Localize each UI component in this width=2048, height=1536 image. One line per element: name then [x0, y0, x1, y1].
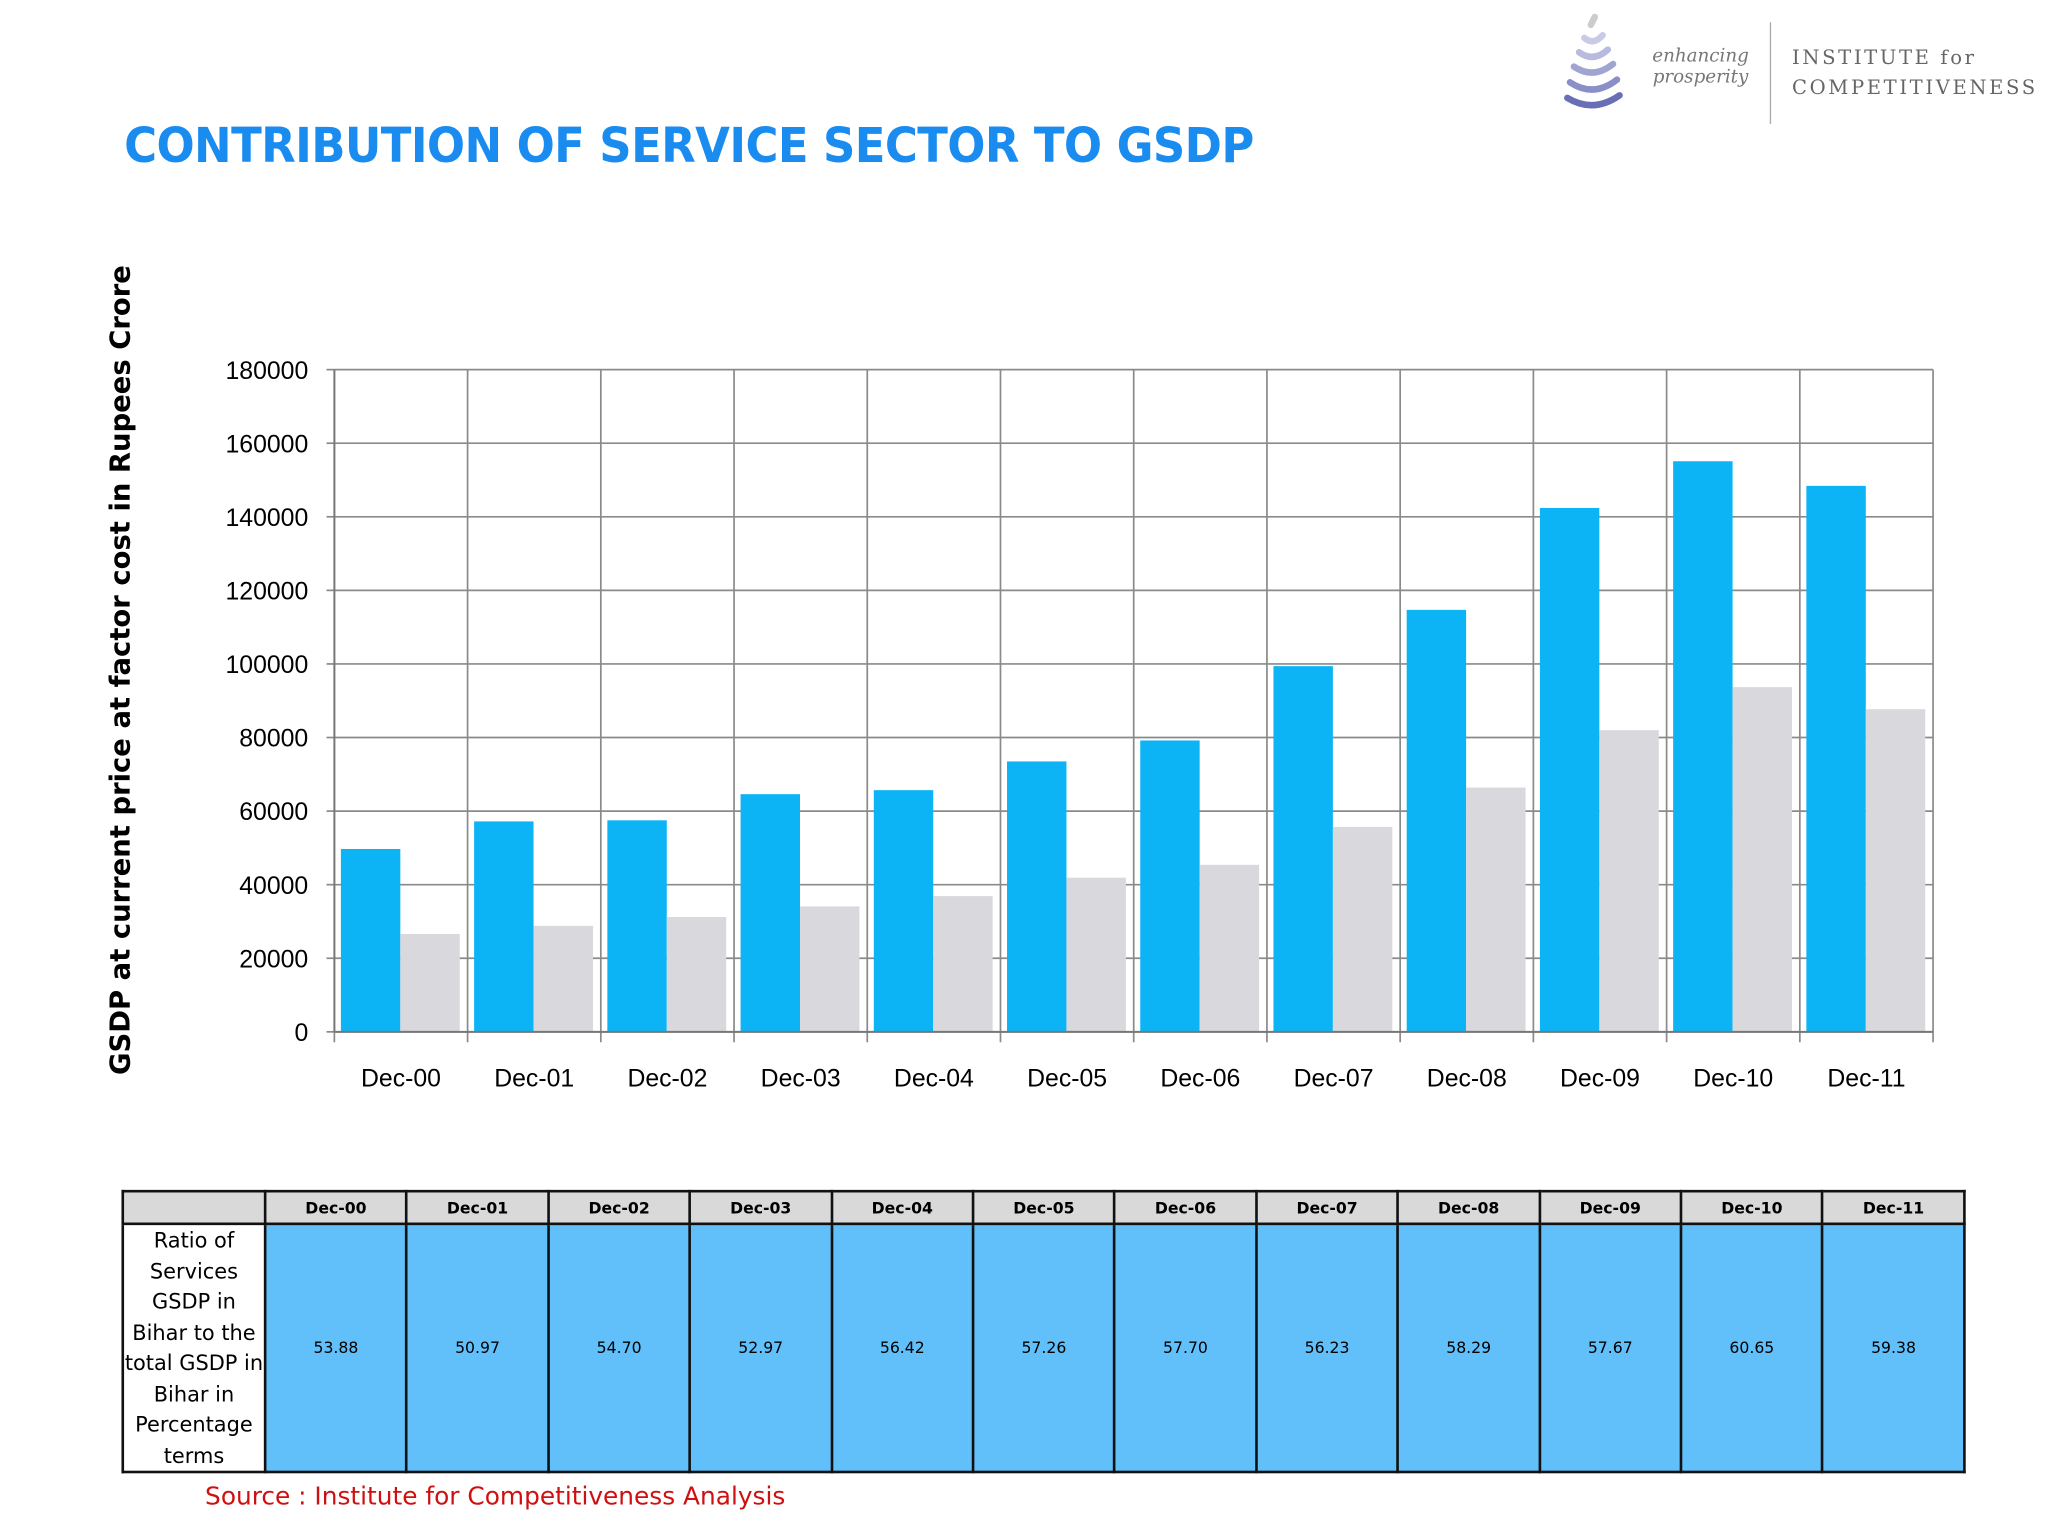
bar-total-Dec-04: [873, 790, 934, 1032]
ratio-cell: 57.26: [971, 1222, 1117, 1474]
ratio-cell: 56.42: [830, 1222, 975, 1474]
x-tick-label: Dec-04: [894, 1066, 974, 1093]
column-header: Dec-05: [971, 1189, 1117, 1226]
bar-services-Dec-08: [1466, 787, 1526, 1032]
ratio-cell: 59.38: [1821, 1222, 1966, 1474]
y-tick-label: 60000: [239, 799, 308, 826]
row-label-line: Percentage: [135, 1411, 253, 1437]
bar-services-Dec-09: [1599, 730, 1659, 1032]
row-label-line: terms: [163, 1442, 225, 1468]
row-label-line: GSDP in: [152, 1289, 236, 1314]
ratio-cell: 60.65: [1679, 1222, 1824, 1474]
bar-total-Dec-10: [1673, 461, 1733, 1032]
column-header: Dec-00: [263, 1189, 409, 1226]
bar-total-Dec-11: [1806, 485, 1866, 1032]
row-label-line: Bihar to the: [132, 1319, 256, 1345]
ratio-cell: 57.70: [1113, 1222, 1258, 1474]
y-tick-label: 140000: [225, 505, 308, 532]
column-header: Dec-06: [1113, 1189, 1258, 1226]
ratio-cell: 53.88: [263, 1222, 409, 1474]
bar-services-Dec-02: [666, 917, 727, 1032]
logo-tagline: enhancing prosperity: [1652, 45, 1749, 88]
ratio-table: Dec-00 Dec-01 Dec-02 Dec-03 Dec-04 Dec-05 Dec-…: [121, 1189, 1966, 1474]
bar-total-Dec-06: [1140, 740, 1200, 1032]
bar-services-Dec-06: [1199, 864, 1260, 1032]
bar-total-Dec-08: [1406, 609, 1467, 1032]
source-note: Source : Institute for Competitiveness A…: [205, 1482, 786, 1512]
ratio-cell: 58.29: [1396, 1222, 1541, 1474]
y-tick-label: 180000: [225, 358, 308, 385]
row-label: Ratio of Services GSDP in Bihar to the total…: [121, 1222, 267, 1474]
x-tick-label: Dec-01: [494, 1066, 574, 1093]
x-tick-label: Dec-00: [361, 1066, 441, 1093]
bar-services-Dec-11: [1865, 709, 1926, 1032]
logo: enhancing prosperity INSTITUTE for COMPETI…: [1554, 7, 2037, 131]
bar-total-Dec-02: [607, 820, 667, 1032]
column-header: Dec-08: [1396, 1189, 1541, 1226]
row-label-line: Ratio of: [153, 1227, 235, 1253]
page-title: CONTRIBUTION OF SERVICE SECTOR TO GSDP: [124, 117, 1254, 174]
x-tick-label: Dec-09: [1560, 1066, 1640, 1093]
x-tick-label: Dec-08: [1427, 1066, 1507, 1093]
bar-total-Dec-07: [1273, 666, 1333, 1032]
y-tick-label: 120000: [225, 579, 308, 606]
y-tick-label: 0: [294, 1020, 308, 1047]
bar-services-Dec-00: [400, 933, 460, 1032]
x-tick-label: Dec-10: [1693, 1066, 1773, 1093]
column-header: Dec-03: [688, 1189, 833, 1226]
row-label-line: Bihar in: [153, 1381, 235, 1407]
y-tick-label: 20000: [239, 946, 308, 973]
column-header: Dec-01: [405, 1189, 550, 1226]
bar-total-Dec-09: [1539, 507, 1600, 1032]
y-tick-label: 160000: [225, 431, 308, 458]
y-tick-label: 40000: [239, 873, 308, 900]
y-tick-label: 100000: [225, 652, 308, 679]
row-label-line: Services: [149, 1258, 239, 1284]
bar-services-Dec-05: [1066, 877, 1126, 1032]
ratio-cell: 57.67: [1538, 1222, 1683, 1474]
bar-total-Dec-03: [740, 794, 800, 1032]
x-tick-label: Dec-03: [761, 1066, 841, 1093]
ratio-cell: 56.23: [1254, 1222, 1400, 1474]
bar-services-Dec-10: [1732, 687, 1792, 1032]
column-header: Dec-11: [1821, 1189, 1966, 1226]
bar-services-Dec-07: [1332, 826, 1393, 1032]
column-header: Dec-10: [1679, 1189, 1824, 1226]
bar-total-Dec-01: [474, 821, 534, 1032]
bar-total-Dec-05: [1007, 761, 1067, 1032]
column-header: Dec-04: [830, 1189, 975, 1226]
column-header: Dec-07: [1254, 1189, 1400, 1226]
table-corner: [121, 1189, 267, 1226]
x-tick-label: Dec-05: [1027, 1066, 1107, 1093]
row-label-line: total GSDP in: [124, 1350, 264, 1376]
x-tick-label: Dec-02: [627, 1066, 707, 1093]
x-tick-label: Dec-06: [1160, 1066, 1240, 1093]
logo-name: INSTITUTE for COMPETITIVENESS: [1791, 45, 2038, 100]
bar-chart: 0 20000 40000 60000 80000 100000 120000 140000 1…: [225, 358, 1934, 1093]
x-tick-label: Dec-07: [1294, 1066, 1374, 1093]
leaf-logo-icon: [1564, 13, 1623, 109]
ratio-cell: 52.97: [688, 1222, 833, 1474]
bar-services-Dec-04: [933, 896, 993, 1032]
bar-services-Dec-01: [533, 925, 593, 1032]
ratio-cell: 50.97: [405, 1222, 550, 1474]
x-tick-label: Dec-11: [1827, 1066, 1905, 1093]
bar-services-Dec-03: [799, 906, 860, 1032]
ratio-cell: 54.70: [547, 1222, 692, 1474]
bar-total-Dec-00: [340, 848, 401, 1032]
column-header: Dec-09: [1538, 1189, 1683, 1226]
column-header: Dec-02: [547, 1189, 692, 1226]
y-tick-label: 80000: [239, 726, 308, 753]
logo-divider: [1769, 22, 1772, 125]
